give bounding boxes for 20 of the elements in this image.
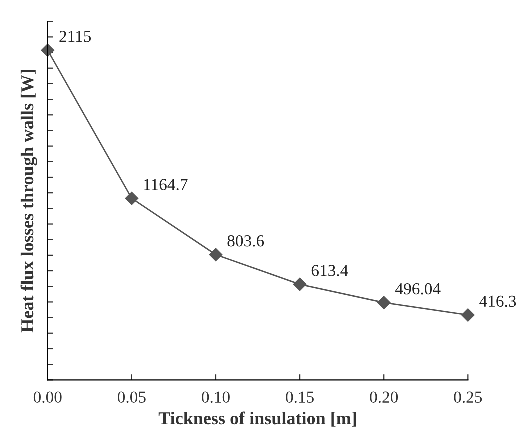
x-tick-label: 0.15 <box>286 392 314 404</box>
x-axis-title: Tickness of insulation [m] <box>158 412 356 427</box>
x-tick-label: 0.00 <box>34 392 62 404</box>
data-label: 1164.7 <box>144 179 188 190</box>
data-label: 416.3 <box>480 296 516 308</box>
x-tick-label: 0.25 <box>454 392 482 404</box>
data-label: 496.04 <box>396 283 441 295</box>
data-label: 803.6 <box>228 235 264 247</box>
x-tick-label: 0.05 <box>118 392 146 404</box>
y-axis-title: Heat flux losses through walls [W] <box>20 70 38 333</box>
point <box>293 278 307 292</box>
point <box>41 44 54 58</box>
x-tick-label: 0.10 <box>202 392 230 404</box>
point <box>209 248 223 262</box>
point <box>125 192 139 206</box>
point <box>378 296 391 310</box>
data-label: 613.4 <box>312 265 348 276</box>
x-tick-label: 0.20 <box>370 392 398 404</box>
point <box>462 308 475 322</box>
data-label: 2115 <box>60 31 92 42</box>
